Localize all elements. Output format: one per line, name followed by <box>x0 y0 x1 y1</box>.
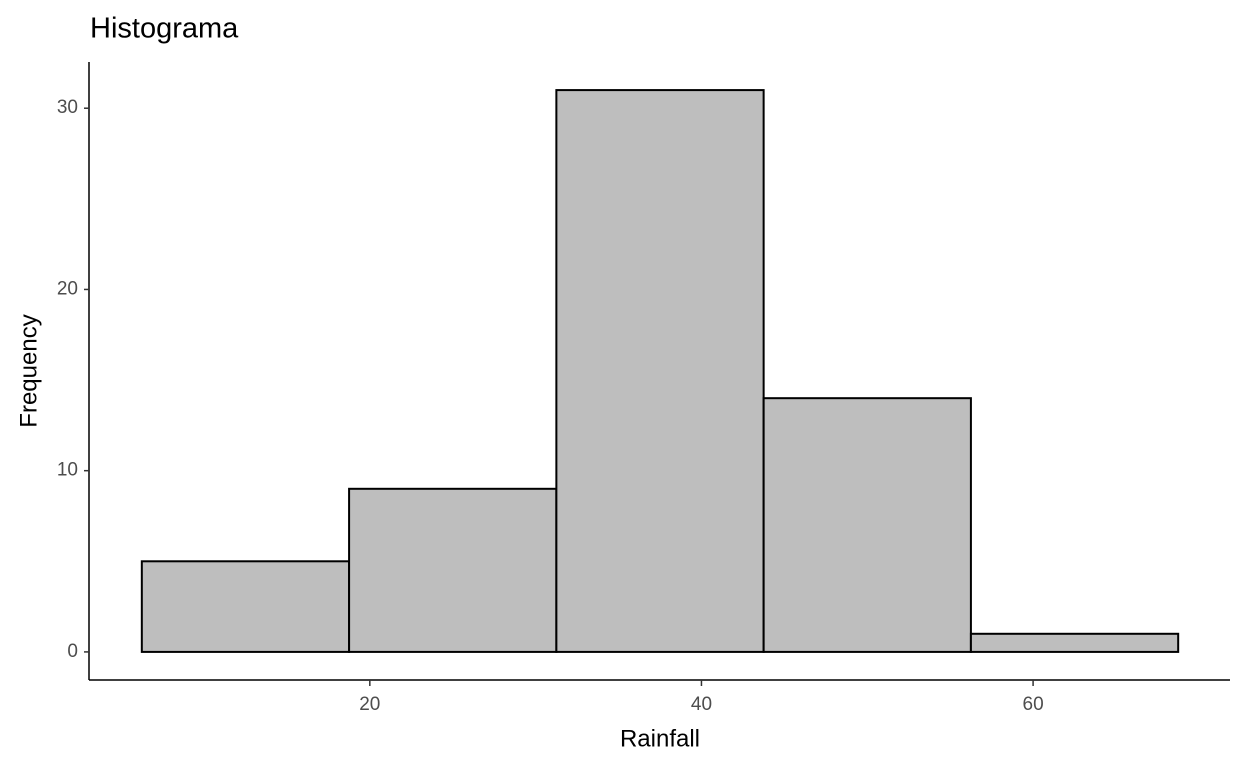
x-tick-label: 60 <box>1023 694 1044 715</box>
bar <box>762 397 972 653</box>
y-tick-label: 20 <box>57 278 78 299</box>
bar <box>140 560 351 653</box>
chart-title: Histograma <box>90 13 239 45</box>
x-tick-label: 40 <box>691 694 712 715</box>
y-tick-label: 30 <box>57 97 78 118</box>
y-axis-title: Frequency <box>15 314 42 427</box>
bar <box>348 487 558 653</box>
x-tick-label: 20 <box>359 694 380 715</box>
x-axis-title: Rainfall <box>620 725 700 752</box>
y-tick-label: 0 <box>67 641 78 662</box>
bar <box>555 89 765 653</box>
y-tick-label: 10 <box>57 460 78 481</box>
bar <box>969 632 1180 653</box>
